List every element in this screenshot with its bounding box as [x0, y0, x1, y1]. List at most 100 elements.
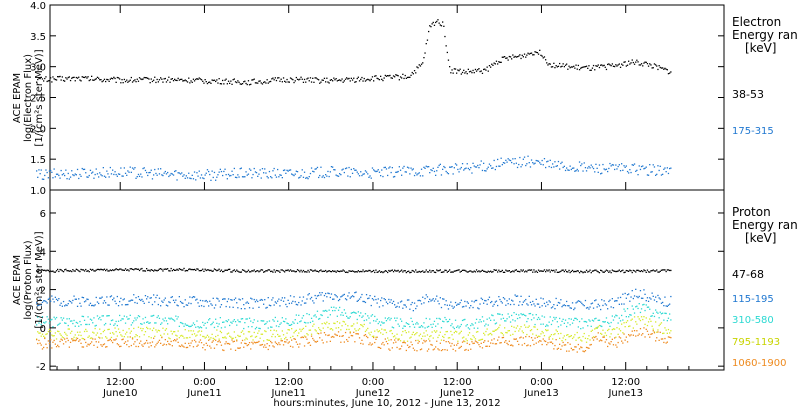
data-point — [322, 310, 324, 312]
data-point — [388, 317, 390, 319]
data-point — [101, 296, 103, 298]
data-point — [666, 269, 668, 271]
data-point — [188, 325, 190, 327]
data-point — [480, 338, 482, 341]
data-point — [550, 269, 553, 271]
data-point — [161, 174, 163, 176]
data-point — [51, 318, 53, 321]
data-point — [305, 81, 307, 83]
data-point — [268, 339, 271, 341]
data-point — [92, 338, 94, 340]
data-point — [330, 293, 333, 295]
data-point — [143, 322, 145, 324]
data-point — [512, 270, 514, 272]
data-point — [636, 269, 638, 271]
data-point — [250, 297, 252, 299]
data-point — [429, 340, 431, 342]
data-point — [45, 270, 47, 272]
data-point — [303, 78, 306, 81]
data-point — [622, 293, 624, 295]
data-point — [71, 77, 73, 79]
data-point — [484, 299, 486, 302]
data-point — [143, 167, 145, 169]
data-point — [47, 298, 49, 300]
data-point — [44, 77, 46, 80]
data-point — [170, 267, 172, 270]
data-point — [499, 61, 501, 63]
data-point — [549, 301, 551, 303]
data-point — [107, 315, 109, 317]
data-point — [105, 269, 107, 272]
data-point — [219, 270, 221, 272]
data-point — [471, 300, 473, 302]
data-point — [488, 65, 491, 67]
data-point — [546, 344, 548, 346]
data-point — [110, 336, 113, 339]
data-point — [384, 299, 386, 301]
data-point — [505, 159, 507, 161]
data-point — [315, 341, 317, 343]
data-point — [619, 296, 622, 299]
data-point — [545, 59, 547, 61]
data-point — [390, 329, 392, 332]
data-point — [667, 269, 670, 271]
data-point — [464, 269, 466, 272]
data-point — [205, 327, 207, 329]
data-point — [98, 302, 100, 305]
data-point — [286, 269, 288, 272]
data-point — [623, 271, 625, 274]
data-point — [629, 300, 631, 302]
data-point — [43, 269, 45, 272]
data-point — [64, 305, 66, 307]
data-point — [241, 339, 244, 342]
data-point — [577, 64, 579, 67]
data-point — [88, 323, 90, 326]
data-point — [590, 325, 592, 327]
data-point — [370, 315, 372, 317]
data-point — [203, 344, 205, 346]
data-point — [355, 271, 357, 273]
data-point — [498, 61, 500, 63]
data-point — [348, 292, 350, 294]
data-point — [653, 299, 656, 301]
data-point — [295, 270, 297, 273]
data-point — [122, 329, 124, 332]
data-point — [649, 164, 651, 166]
data-point — [670, 71, 672, 73]
data-point — [497, 158, 499, 161]
data-point — [487, 270, 489, 272]
data-point — [518, 330, 520, 332]
data-point — [76, 77, 79, 79]
data-point — [409, 326, 411, 328]
data-point — [298, 346, 300, 348]
data-point — [351, 172, 354, 174]
data-point — [433, 300, 436, 302]
data-point — [411, 301, 413, 304]
proton-legend-title-3: [keV] — [745, 231, 776, 245]
data-point — [141, 267, 143, 270]
data-point — [622, 342, 624, 344]
data-point — [203, 324, 205, 326]
data-point — [425, 330, 427, 332]
data-point — [108, 270, 110, 272]
data-point — [358, 298, 361, 300]
data-point — [268, 170, 271, 173]
data-point — [93, 317, 95, 319]
data-point — [369, 80, 371, 82]
data-point — [184, 270, 186, 272]
data-point — [399, 340, 402, 342]
data-point — [186, 346, 189, 349]
data-point — [361, 316, 363, 318]
data-point — [62, 343, 65, 345]
data-point — [128, 270, 130, 272]
data-point — [51, 334, 53, 336]
data-point — [382, 271, 384, 274]
data-point — [486, 168, 488, 170]
data-point — [110, 319, 113, 322]
data-point — [588, 165, 590, 168]
data-point — [436, 330, 438, 332]
data-point — [428, 166, 430, 168]
data-point — [271, 299, 273, 301]
data-point — [55, 298, 58, 300]
data-point — [589, 320, 591, 322]
